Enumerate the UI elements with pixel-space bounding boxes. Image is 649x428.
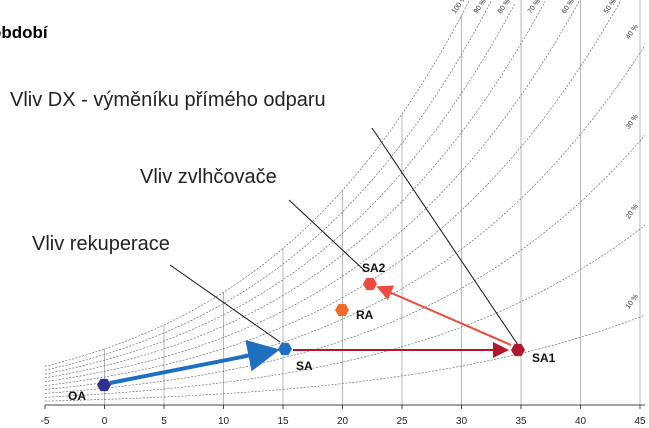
annotation: Vliv rekuperace (32, 233, 170, 255)
leader-line (169, 264, 281, 343)
leader-line (371, 127, 519, 346)
point (335, 303, 349, 317)
rh-curve (45, 314, 646, 402)
x-tick-label: 30 (456, 416, 468, 427)
x-tick-label: 45 (634, 416, 646, 427)
point-label: SA1 (532, 351, 556, 365)
point (363, 277, 377, 291)
rh-label: 50 % (603, 0, 618, 15)
x-tick-label: 15 (277, 416, 289, 427)
rh-curve (44, 224, 646, 398)
leader-line (288, 199, 367, 273)
x-tick-label: -5 (41, 416, 50, 427)
arrow (376, 285, 512, 346)
rh-label: 40 % (625, 24, 640, 41)
rh-label: 10 % (625, 293, 640, 310)
point (511, 343, 525, 357)
rh-curve (44, 1, 546, 379)
rh-label: 80 % (497, 0, 512, 15)
point-label: SA2 (362, 261, 386, 275)
x-tick-label: 0 (102, 416, 108, 427)
rh-curve (44, 1, 580, 383)
rh-label: 70 % (527, 0, 542, 15)
rh-curve (44, 3, 516, 375)
annotation: Vliv DX - výměníku přímého odparu (10, 89, 326, 111)
rh-label: 60 % (561, 0, 576, 15)
point-label: OA (68, 389, 86, 403)
point (97, 378, 111, 392)
x-tick-label: 20 (337, 416, 349, 427)
rh-label: 90 % (473, 0, 488, 15)
x-tick-label: 25 (396, 416, 408, 427)
rh-label: 30 % (625, 113, 640, 130)
x-tick-label: 40 (575, 416, 587, 427)
annotation: Vliv zvlhčovače (140, 166, 277, 188)
rh-curve (44, 1, 492, 371)
points: OA SA RA SA2 SA1 (68, 261, 556, 403)
point-label: SA (296, 359, 313, 373)
title: období (0, 23, 49, 42)
rh-curve (44, 45, 646, 390)
point-label: RA (356, 308, 374, 322)
grid (44, 0, 646, 409)
rh-curve (44, 135, 646, 394)
rh-curve (44, 0, 622, 386)
x-tick-label: 10 (218, 416, 230, 427)
arrow (109, 339, 280, 385)
point (278, 342, 292, 356)
rh-label: 20 % (625, 203, 640, 220)
x-tick-label: 5 (161, 416, 167, 427)
rh-curve (44, 1, 470, 367)
x-tick-label: 35 (515, 416, 527, 427)
